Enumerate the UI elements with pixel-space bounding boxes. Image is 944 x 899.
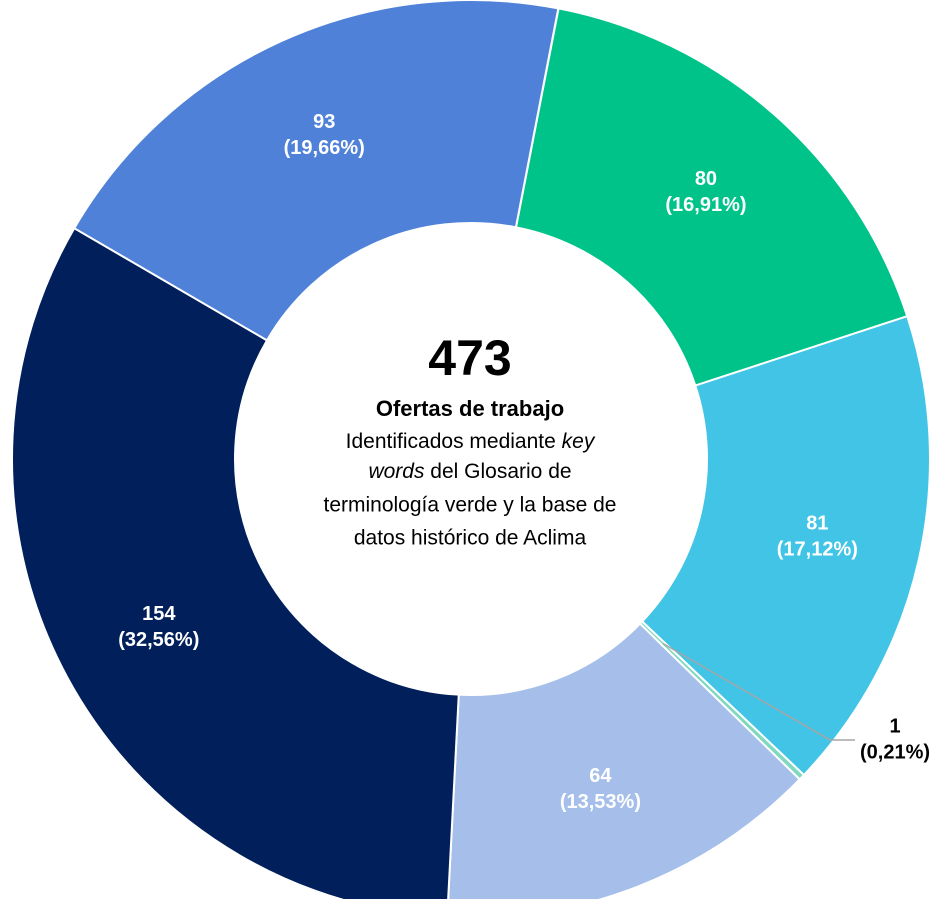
value-label: 64: [589, 765, 612, 787]
description-line: terminología verde y la base de: [323, 494, 616, 517]
description-line: Identificados mediante key: [346, 430, 596, 453]
percentage-label: (0,21%): [860, 741, 930, 763]
value-label: 80: [695, 168, 717, 190]
percentage-label: (13,53%): [560, 791, 641, 813]
description-line: datos histórico de Aclima: [354, 527, 587, 550]
description-text: words: [368, 460, 425, 483]
description-line: words del Glosario de: [368, 460, 571, 483]
percentage-label: (32,56%): [118, 629, 199, 651]
value-label: 81: [806, 512, 828, 534]
value-label: 93: [313, 111, 335, 133]
total: 473: [428, 330, 511, 386]
description-text: del Glosario de: [424, 460, 571, 483]
value-label: 1: [889, 715, 900, 737]
slice: [640, 314, 931, 777]
labels: 80 (16,91%) 81 (17,12%) 1 (0,21%) 64 (13,53%) 15…: [118, 111, 930, 813]
description-text: key: [562, 430, 596, 453]
percentage-label: (16,91%): [665, 194, 746, 216]
slice: [514, 7, 909, 387]
percentage-label: (17,12%): [777, 538, 858, 560]
center-title: Ofertas de trabajo: [376, 396, 564, 421]
slice: [72, 0, 560, 342]
slice: [11, 226, 460, 899]
percentage-label: (19,66%): [284, 137, 365, 159]
leader-line: [662, 642, 855, 741]
description-text: Identificados mediante: [346, 430, 562, 453]
value-label: 154: [142, 603, 176, 625]
slice: [447, 622, 802, 899]
slices: [11, 0, 931, 899]
